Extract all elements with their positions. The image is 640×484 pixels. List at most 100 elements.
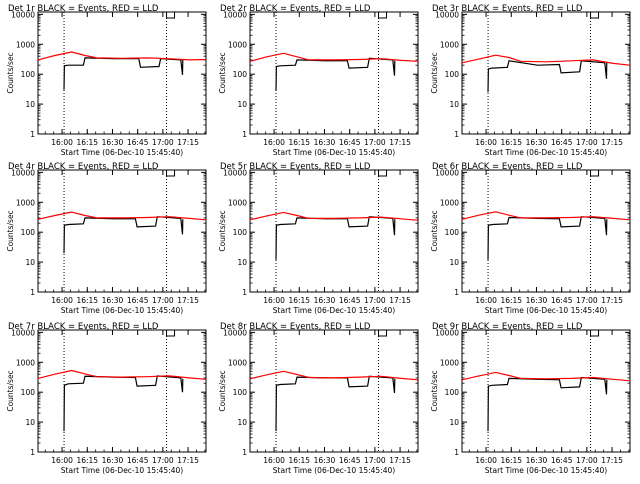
panel-1-title: Det 1r BLACK = Events, RED = LLD — [8, 4, 159, 14]
panel-5-title: Det 5r BLACK = Events, RED = LLD — [220, 162, 371, 172]
panel-3-ytick-label: 1000 — [440, 40, 459, 49]
panel-8-xtick-label: 16:45 — [339, 456, 361, 465]
panel-9-xtick-label: 16:30 — [526, 456, 548, 465]
panel-6-frame — [461, 169, 631, 293]
panel-2-xtick-label: 16:30 — [314, 138, 336, 147]
panel-3-xtick-label: 16:45 — [551, 138, 573, 147]
panel-5-xtick-label: 16:15 — [288, 296, 310, 305]
panel-7-top-marker — [166, 330, 176, 337]
panel-8-xtick-label: 16:00 — [263, 456, 285, 465]
panel-5-ytick-label: 100 — [233, 228, 248, 237]
panel-2-top-marker — [378, 12, 388, 19]
panel-4-ytick-label: 100 — [21, 228, 36, 237]
panel-2-frame — [249, 11, 419, 135]
panel-2-title: Det 2r BLACK = Events, RED = LLD — [220, 4, 371, 14]
panel-4-events-line — [63, 216, 184, 254]
panel-3-xtick-label: 17:00 — [576, 138, 598, 147]
panel-9-ytick-label: 1 — [454, 448, 459, 457]
panel-4-lld-line — [37, 211, 207, 221]
panel-1-xtick-label: 16:00 — [51, 138, 73, 147]
panel-6-xtick-label: 17:00 — [576, 296, 598, 305]
panel-6-events-line — [487, 216, 608, 260]
panel-3-frame — [461, 11, 631, 135]
panel-2-xtick-label: 16:00 — [263, 138, 285, 147]
panel-7-xtick-label: 17:00 — [152, 456, 174, 465]
panel-3-events-line — [487, 60, 608, 93]
panel-7-lld-line — [37, 369, 207, 380]
panel-5-ytick-label: 10 — [237, 258, 247, 267]
panel-1-ytick-label: 10000 — [11, 10, 35, 19]
panel-4-xtick-label: 16:45 — [127, 296, 149, 305]
panel-8-events-line — [275, 375, 396, 432]
panel-4-xtick-label: 17:00 — [152, 296, 174, 305]
panel-7-xtick-label: 17:15 — [177, 456, 199, 465]
panel-3-xtick-label: 16:15 — [500, 138, 522, 147]
panel-1-xtick-label: 17:00 — [152, 138, 174, 147]
panel-7-title: Det 7r BLACK = Events, RED = LLD — [8, 322, 159, 332]
panel-1-xtick-label: 16:15 — [76, 138, 98, 147]
panel-9-events-line — [487, 376, 608, 432]
panel-6-xtick-label: 16:45 — [551, 296, 573, 305]
panel-1-xtick-label: 16:30 — [102, 138, 124, 147]
panel-8-ytick-label: 1000 — [228, 358, 247, 367]
panel-9-ytick-label: 100 — [445, 388, 460, 397]
panel-1-xtick-label: 17:15 — [177, 138, 199, 147]
panel-6-top-marker — [590, 170, 600, 177]
panel-2-xtick-label: 16:45 — [339, 138, 361, 147]
panel-2-xtick-label: 17:15 — [389, 138, 411, 147]
panel-2-ylabel: Counts/sec — [218, 52, 227, 93]
panel-6-lld-line — [461, 211, 631, 221]
panel-4-xtick-label: 16:30 — [102, 296, 124, 305]
panel-6-xtick-label: 16:30 — [526, 296, 548, 305]
panel-3-xtick-label: 17:15 — [601, 138, 623, 147]
panel-1-lld-line — [37, 51, 207, 61]
panel-2-ytick-label: 1000 — [228, 40, 247, 49]
panel-9-xtick-label: 17:15 — [601, 456, 623, 465]
panel-6-xtick-label: 16:15 — [500, 296, 522, 305]
panel-7-xtick-label: 16:15 — [76, 456, 98, 465]
panel-7-ytick-label: 1 — [30, 448, 35, 457]
panel-3-top-marker — [590, 12, 600, 19]
panel-2-ytick-label: 10000 — [223, 10, 247, 19]
panel-8-frame — [249, 329, 419, 453]
panel-4-frame — [37, 169, 207, 293]
panel-3-title: Det 3r BLACK = Events, RED = LLD — [432, 4, 583, 14]
panel-2-xtick-label: 17:00 — [364, 138, 386, 147]
panel-5-top-marker — [378, 170, 388, 177]
panel-5-ytick-label: 1000 — [228, 198, 247, 207]
panel-2-events-line — [275, 57, 396, 91]
panel-1-top-marker — [166, 12, 176, 19]
panel-8-top-marker — [378, 330, 388, 337]
panel-2-lld-line — [249, 52, 419, 62]
panel-9-ylabel: Counts/sec — [430, 370, 439, 411]
panel-6-ytick-label: 10000 — [435, 168, 459, 177]
panel-5-xtick-label: 17:15 — [389, 296, 411, 305]
panel-5-xtick-label: 16:00 — [263, 296, 285, 305]
panel-4-xtick-label: 17:15 — [177, 296, 199, 305]
panel-2-ytick-label: 10 — [237, 100, 247, 109]
panel-9-xlabel: Start Time (06-Dec-10 15:45:40) — [485, 466, 607, 475]
panel-1-events-line — [63, 57, 184, 90]
panel-3-ytick-label: 10 — [449, 100, 459, 109]
panel-3-ytick-label: 100 — [445, 70, 460, 79]
panel-8-ytick-label: 10000 — [223, 328, 247, 337]
panel-8-ytick-label: 1 — [242, 448, 247, 457]
panel-4-xlabel: Start Time (06-Dec-10 15:45:40) — [61, 306, 183, 315]
panel-3-xlabel: Start Time (06-Dec-10 15:45:40) — [485, 148, 607, 157]
panel-5-xtick-label: 16:30 — [314, 296, 336, 305]
panel-9-title: Det 9r BLACK = Events, RED = LLD — [432, 322, 583, 332]
panel-9-xtick-label: 16:45 — [551, 456, 573, 465]
panel-8-xtick-label: 17:00 — [364, 456, 386, 465]
panel-1-xtick-label: 16:45 — [127, 138, 149, 147]
panel-6-xtick-label: 17:15 — [601, 296, 623, 305]
panel-4-top-marker — [166, 170, 176, 177]
panel-4-ylabel: Counts/sec — [6, 210, 15, 251]
panel-7-xlabel: Start Time (06-Dec-10 15:45:40) — [61, 466, 183, 475]
panel-7-ytick-label: 100 — [21, 388, 36, 397]
panel-2-xtick-label: 16:15 — [288, 138, 310, 147]
panel-9-ytick-label: 10 — [449, 418, 459, 427]
panel-8-lld-line — [249, 370, 419, 381]
panel-5-lld-line — [249, 211, 419, 221]
